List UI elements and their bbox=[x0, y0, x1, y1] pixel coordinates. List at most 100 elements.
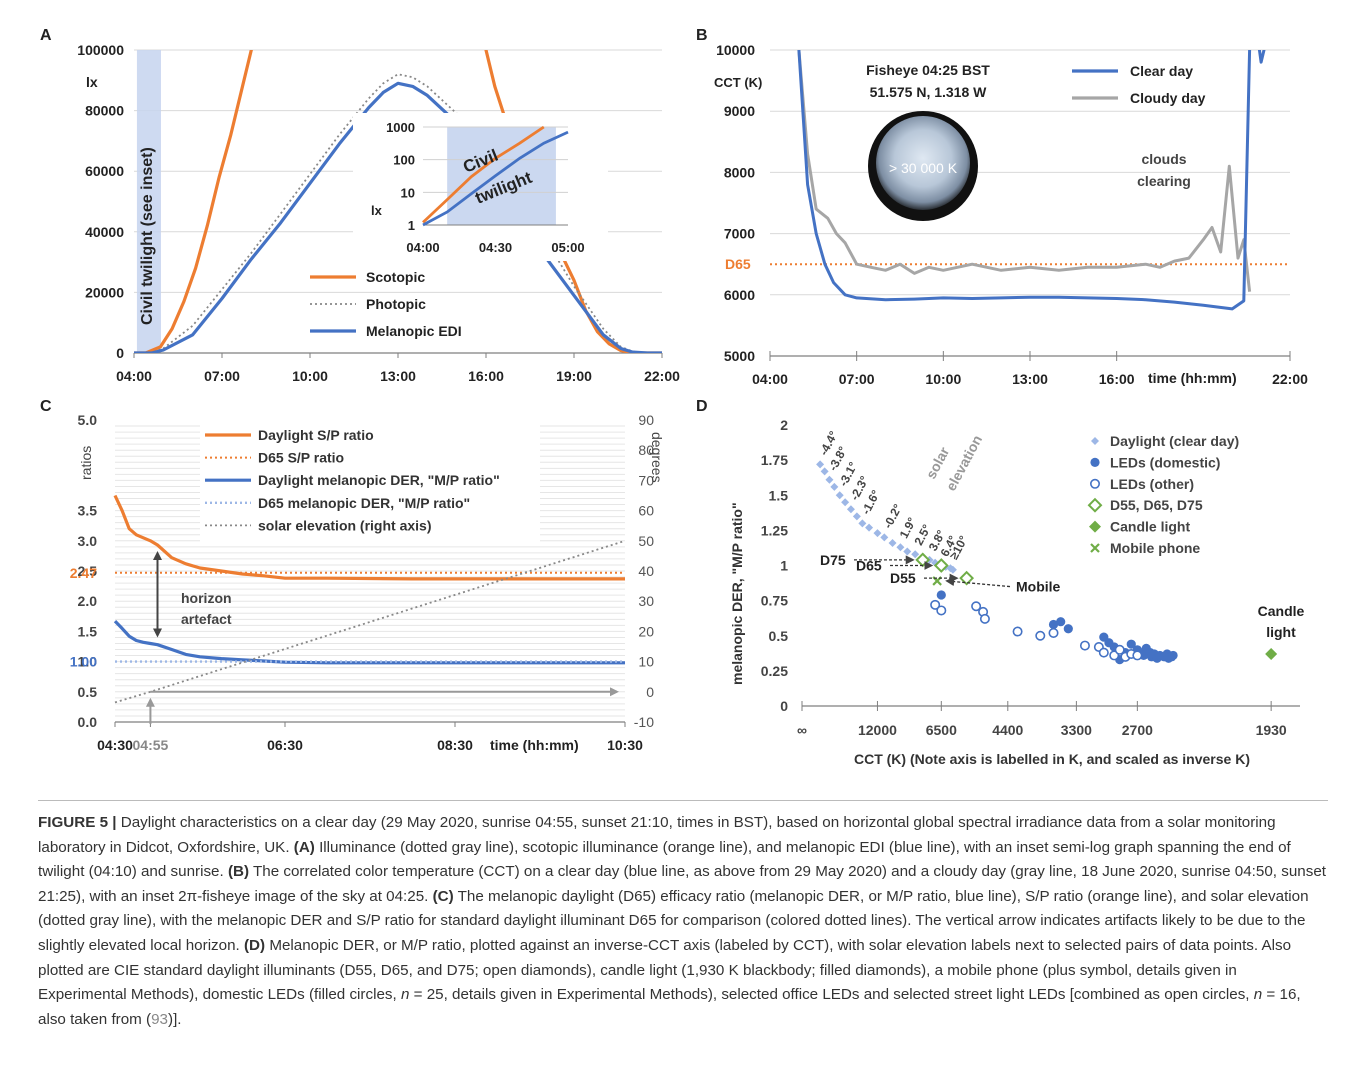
y2-tick-label: 0 bbox=[646, 684, 654, 700]
y-tick-label: 5000 bbox=[724, 348, 755, 364]
data-point bbox=[1126, 639, 1136, 649]
x-tick-label: 10:00 bbox=[925, 371, 961, 387]
data-point bbox=[1048, 619, 1059, 630]
x-tick-label: 22:00 bbox=[1272, 371, 1308, 387]
y2-tick-label: 30 bbox=[638, 593, 654, 609]
caption-n1-value: = 25, details given in Experimental Meth… bbox=[409, 986, 1254, 1004]
legend-background bbox=[200, 424, 540, 542]
artefact-label: artefact bbox=[181, 611, 232, 627]
data-point bbox=[1114, 644, 1125, 655]
data-point bbox=[1012, 626, 1023, 637]
y-tick-label: 3.5 bbox=[78, 503, 98, 519]
caption-end: )]. bbox=[168, 1010, 182, 1028]
data-point bbox=[1035, 630, 1046, 641]
mobile-label: Mobile bbox=[1016, 579, 1061, 595]
x-tick-label: 04:55 bbox=[133, 737, 169, 753]
y2-axis-label: degrees bbox=[649, 432, 665, 483]
candle-label-2: light bbox=[1266, 624, 1296, 640]
annotation-clouds: clouds bbox=[1141, 151, 1186, 167]
data-point bbox=[858, 519, 867, 528]
y-tick-label: 0 bbox=[780, 698, 788, 714]
caption-label-c: (C) bbox=[432, 887, 454, 905]
data-point bbox=[888, 539, 897, 548]
x-tick-label: 07:00 bbox=[204, 368, 240, 384]
data-point bbox=[852, 512, 861, 521]
panel-a: A 0 20000 40000 60000 80000 100000 lx Civil twil… bbox=[40, 27, 680, 384]
panel-letter-b: B bbox=[696, 27, 708, 44]
x-tick-label: 2700 bbox=[1122, 722, 1153, 738]
y-tick-label: 3.0 bbox=[78, 533, 98, 549]
y-axis-label: melanopic DER, "M/P ratio" bbox=[729, 502, 745, 685]
mobile-pointer bbox=[945, 577, 1011, 588]
y-tick-label: 0.75 bbox=[761, 593, 788, 609]
caption-label-a: (A) bbox=[293, 838, 315, 856]
panel-d: D 0 0.25 0.5 0.75 1 1.25 1.5 1.75 2 melanopic DER,… bbox=[696, 398, 1305, 767]
annotation-clearing: clearing bbox=[1137, 173, 1191, 189]
y-tick-label: 7000 bbox=[724, 226, 755, 242]
x-tick-label: 04:00 bbox=[116, 368, 152, 384]
data-point bbox=[1132, 650, 1143, 661]
legend-b: Clear day Cloudy day bbox=[1072, 63, 1206, 106]
legend-label: D65 melanopic DER, "M/P ratio" bbox=[258, 495, 470, 511]
x-tick-label: 19:00 bbox=[556, 368, 592, 384]
caption-ref-link[interactable]: 93 bbox=[151, 1010, 169, 1028]
y-tick-label: 6000 bbox=[724, 287, 755, 303]
data-point bbox=[896, 543, 905, 552]
y-tick-label: 1.5 bbox=[769, 487, 789, 503]
legend-label: solar elevation (right axis) bbox=[258, 517, 432, 533]
caption-intro: Daylight characteristics on a clear day … bbox=[38, 814, 1276, 856]
series-line-2 bbox=[113, 619, 625, 665]
y-tick-label: 1.5 bbox=[78, 623, 98, 639]
data-point bbox=[816, 460, 825, 469]
legend-label: Mobile phone bbox=[1110, 540, 1200, 556]
legend-label: LEDs (other) bbox=[1110, 476, 1194, 492]
caption-label: FIGURE 5 | bbox=[38, 814, 117, 831]
data-point bbox=[1098, 647, 1109, 658]
y-tick-label: 5.0 bbox=[78, 412, 98, 428]
legend-label: Melanopic EDI bbox=[366, 323, 462, 339]
y-tick-label: 2.0 bbox=[78, 593, 98, 609]
inset-x-tick-label: 05:00 bbox=[551, 240, 584, 255]
legend-label: LEDs (domestic) bbox=[1110, 454, 1220, 470]
series-line-cloudy-day bbox=[797, 50, 1252, 292]
legend-marker bbox=[1090, 543, 1100, 553]
inset-twilight-band bbox=[447, 127, 556, 225]
x-tick-label: 04:00 bbox=[752, 371, 788, 387]
legend-label: Daylight (clear day) bbox=[1110, 433, 1239, 449]
inset-x-tick-label: 04:30 bbox=[479, 240, 512, 255]
twilight-band-label: Civil twilight (see inset) bbox=[139, 147, 156, 325]
series-line-melanopic-edi bbox=[134, 81, 662, 353]
legend-label: D55, D65, D75 bbox=[1110, 497, 1203, 513]
legend-marker bbox=[1090, 457, 1100, 467]
legend-marker bbox=[1090, 478, 1101, 489]
legend-c: Daylight S/P ratio D65 S/P ratio Daylight … bbox=[205, 427, 500, 533]
data-point bbox=[930, 599, 941, 610]
data-point bbox=[1056, 617, 1066, 627]
y-tick-label: 2 bbox=[780, 417, 788, 433]
x-tick-label: 1930 bbox=[1256, 722, 1287, 738]
data-point bbox=[979, 613, 990, 624]
y2-tick-label: 80 bbox=[638, 442, 654, 458]
x-tick-label: 06:30 bbox=[267, 737, 303, 753]
fisheye-image-sky bbox=[876, 116, 970, 210]
y2-tick-label: 20 bbox=[638, 623, 654, 639]
y-axis-label: ratios bbox=[78, 446, 94, 480]
legend-label: Photopic bbox=[366, 296, 426, 312]
x-unit-label: time (hh:mm) bbox=[1148, 370, 1237, 386]
inset-y-tick-label: 10 bbox=[401, 185, 415, 200]
y-tick-label: 8000 bbox=[724, 164, 755, 180]
data-point bbox=[915, 552, 931, 568]
x-tick-label: 4400 bbox=[992, 722, 1023, 738]
y-tick-label: 1.75 bbox=[761, 452, 788, 468]
caption-text-d1: Melanopic DER, or M/P ratio, plotted aga… bbox=[38, 936, 1292, 1004]
caption-n2-value: = 16, also taken from ( bbox=[38, 986, 1301, 1028]
data-point bbox=[841, 498, 850, 507]
data-point bbox=[1168, 650, 1178, 661]
y-tick-label: 2.5 bbox=[78, 563, 98, 579]
x-tick-label: 12000 bbox=[858, 722, 897, 738]
y2-tick-label: 40 bbox=[638, 563, 654, 579]
elevation-axis-label: elevation bbox=[943, 432, 986, 493]
data-point bbox=[936, 605, 947, 616]
caption-label-b: (B) bbox=[227, 863, 250, 881]
y2-tick-label: 50 bbox=[638, 533, 654, 549]
